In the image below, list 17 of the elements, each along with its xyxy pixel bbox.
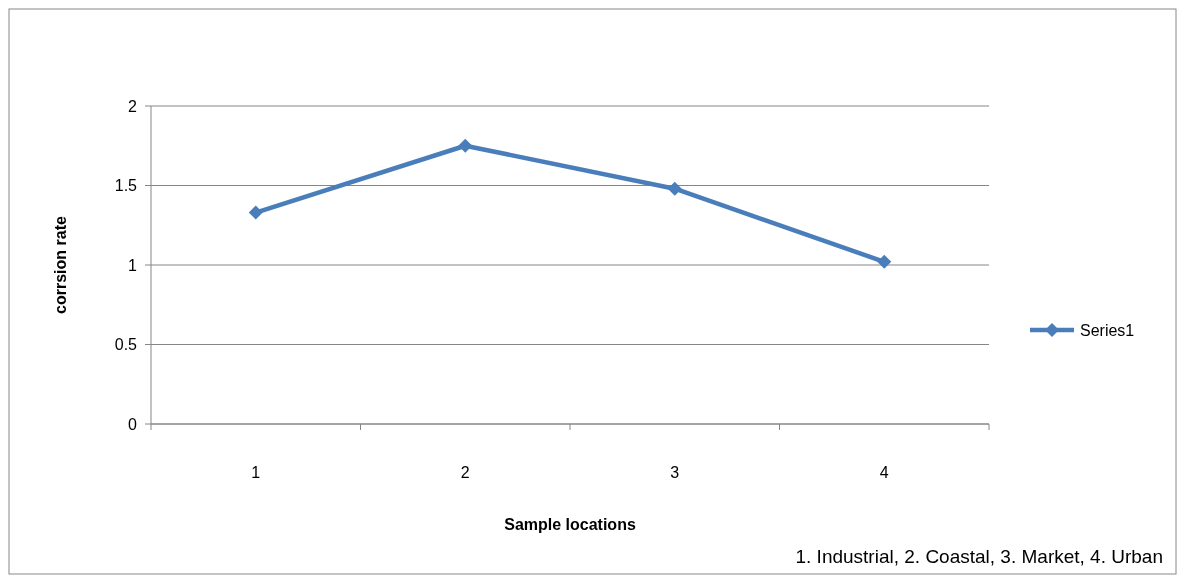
y-tick-label: 0.5 [114,336,138,354]
point [667,181,682,196]
point [877,254,892,269]
x-tick-label: 4 [879,464,889,481]
x-tick-label: 3 [670,464,680,481]
y-tick-label: 1 [128,256,138,274]
y-tick-label: 0 [128,415,138,433]
x-tick-label: 2 [460,464,470,481]
legend-label: Series1 [1080,321,1135,339]
y-tick-label: 1.5 [114,177,138,195]
x-tick-label: 1 [251,464,261,481]
text: 1. Industrial, 2. Coastal, 3. Market, 4. Urban [795,546,1163,567]
point [458,138,473,153]
y-tick-label: 2 [128,97,138,115]
point [248,205,263,220]
x-axis-title: Sample locations [504,516,636,533]
y-axis-title: corrsion rate [52,215,69,314]
